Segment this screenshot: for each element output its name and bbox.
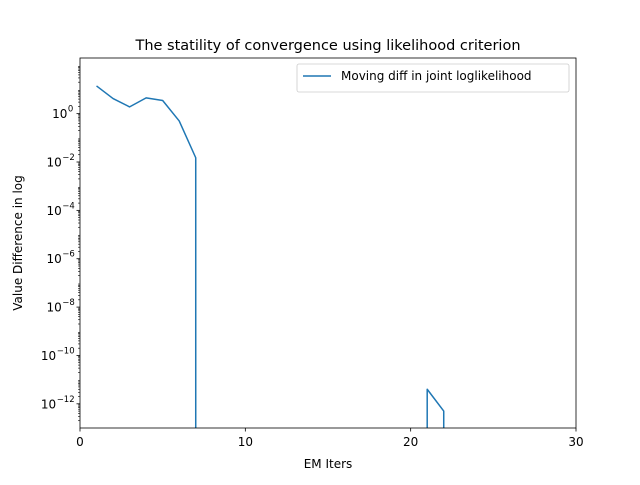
y-tick-base: 10 [47, 301, 62, 315]
x-axis-label: EM Iters [304, 457, 353, 471]
y-tick-exponent: −4 [62, 201, 75, 211]
y-tick-exponent: −10 [57, 346, 75, 356]
y-tick-base: 10 [41, 397, 56, 411]
chart-title: The statility of convergence using likel… [134, 38, 520, 54]
y-tick-base: 10 [47, 252, 62, 266]
y-tick-base: 10 [41, 349, 56, 363]
x-tick-label: 30 [568, 435, 583, 449]
y-tick-base: 10 [52, 107, 67, 121]
y-tick-exponent: −12 [57, 395, 75, 405]
legend-label: Moving diff in joint loglikelihood [341, 69, 532, 83]
x-tick-label: 10 [238, 435, 253, 449]
y-tick-exponent: −8 [62, 298, 75, 308]
y-tick-base: 10 [47, 156, 62, 170]
y-tick-exponent: −2 [62, 153, 75, 163]
y-tick-exponent: −6 [62, 250, 75, 260]
legend: Moving diff in joint loglikelihood [297, 64, 569, 92]
x-tick-label: 0 [76, 435, 84, 449]
x-tick-label: 20 [403, 435, 418, 449]
y-axis-label: Value Difference in log [11, 175, 25, 311]
y-tick-base: 10 [47, 204, 62, 218]
y-tick-exponent: 0 [68, 105, 73, 115]
